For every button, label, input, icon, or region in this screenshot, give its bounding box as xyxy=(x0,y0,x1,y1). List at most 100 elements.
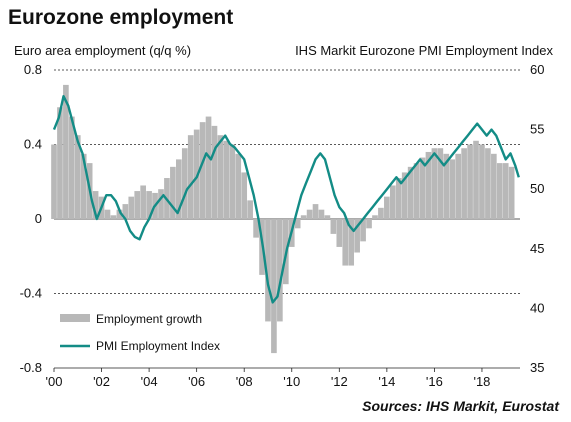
employment-bar xyxy=(449,159,456,219)
employment-bar xyxy=(330,219,337,234)
employment-bar xyxy=(372,215,378,219)
employment-bar xyxy=(312,204,319,219)
employment-bar xyxy=(443,153,450,219)
legend-line-label: PMI Employment Index xyxy=(96,339,220,353)
left-tick-label: -0.4 xyxy=(20,286,42,301)
employment-bar xyxy=(57,107,63,219)
employment-bar xyxy=(146,191,152,219)
employment-bar xyxy=(401,172,408,219)
employment-bar xyxy=(187,135,194,219)
employment-bar xyxy=(366,219,372,229)
employment-bar xyxy=(223,140,230,219)
legend-bar-label: Employment growth xyxy=(96,312,202,326)
employment-bar xyxy=(271,219,277,354)
employment-bar xyxy=(419,157,426,219)
employment-bar xyxy=(378,207,384,219)
left-tick-label: -0.8 xyxy=(20,360,42,375)
right-tick-label: 35 xyxy=(530,360,544,375)
x-tick-label: '00 xyxy=(46,374,63,389)
employment-bar xyxy=(479,144,485,219)
employment-bar xyxy=(134,191,141,219)
left-tick-label: 0 xyxy=(35,211,42,226)
x-tick-label: '06 xyxy=(188,374,205,389)
employment-bar xyxy=(277,219,283,322)
employment-bar xyxy=(413,163,420,219)
chart-title: Eurozone employment xyxy=(8,6,234,29)
x-tick-label: '02 xyxy=(93,374,110,389)
employment-bar xyxy=(217,135,224,219)
source-note: Sources: IHS Markit, Eurostat xyxy=(362,398,559,414)
legend-bar-swatch xyxy=(60,314,90,322)
right-axis-label: IHS Markit Eurozone PMI Employment Index xyxy=(295,43,553,58)
x-tick-label: '16 xyxy=(426,374,443,389)
employment-bar xyxy=(461,148,467,219)
x-tick-label: '04 xyxy=(141,374,158,389)
x-tick-label: '08 xyxy=(236,374,253,389)
employment-bar xyxy=(324,215,331,219)
employment-bar xyxy=(253,219,259,238)
employment-bar xyxy=(69,116,75,219)
employment-bar xyxy=(437,148,444,219)
employment-bar xyxy=(104,209,111,219)
employment-bar xyxy=(395,178,402,219)
employment-bar xyxy=(92,191,99,219)
employment-bar xyxy=(467,144,473,219)
employment-bar xyxy=(431,148,438,219)
right-tick-label: 55 xyxy=(530,122,544,137)
employment-bar xyxy=(502,163,509,219)
employment-bar xyxy=(140,185,146,219)
employment-bar xyxy=(306,209,313,219)
employment-bar xyxy=(265,219,271,322)
employment-bar xyxy=(384,196,390,219)
employment-bar xyxy=(300,215,307,219)
employment-bar xyxy=(247,200,253,219)
employment-bar xyxy=(175,159,182,219)
employment-bar xyxy=(80,153,87,219)
right-tick-label: 45 xyxy=(530,241,544,256)
employment-bar xyxy=(348,219,355,266)
employment-bar xyxy=(170,166,176,219)
x-tick-label: '10 xyxy=(283,374,300,389)
employment-bar xyxy=(508,166,515,219)
employment-bar xyxy=(74,135,81,219)
employment-bar xyxy=(342,219,349,266)
employment-bar xyxy=(199,122,206,219)
employment-bar xyxy=(110,215,117,219)
employment-bar xyxy=(116,209,123,219)
right-tick-label: 60 xyxy=(530,62,544,77)
right-tick-label: 40 xyxy=(530,300,544,315)
employment-bar xyxy=(425,151,432,219)
employment-bar xyxy=(294,219,301,229)
employment-bar xyxy=(205,116,212,219)
pmi-line-layer xyxy=(52,95,520,304)
pmi-employment-line xyxy=(52,95,520,304)
employment-bar xyxy=(360,219,366,242)
employment-bar xyxy=(407,166,414,219)
employment-bar xyxy=(181,148,188,219)
employment-bar xyxy=(235,153,242,219)
left-tick-label: 0.8 xyxy=(24,62,42,77)
employment-bar xyxy=(158,189,164,219)
x-tick-label: '18 xyxy=(473,374,490,389)
employment-bar xyxy=(122,204,129,219)
axes: 0.8 0.4 0 -0.4 -0.8 60 55 50 45 40 35 '00 '02 '04 '06 '… xyxy=(20,62,545,389)
employment-bar xyxy=(354,219,360,253)
employment-bar xyxy=(318,209,325,219)
employment-bar xyxy=(455,153,462,219)
employment-bar xyxy=(211,125,218,219)
employment-bar xyxy=(336,219,343,247)
employment-bar xyxy=(485,148,491,219)
employment-bar xyxy=(496,163,503,219)
employment-bar xyxy=(128,196,135,219)
employment-bar xyxy=(51,144,57,219)
employment-bar xyxy=(63,84,69,220)
employment-bar xyxy=(473,140,479,219)
employment-bar xyxy=(491,153,497,219)
legend: Employment growth PMI Employment Index xyxy=(60,312,220,353)
x-tick-label: '14 xyxy=(378,374,395,389)
right-tick-label: 50 xyxy=(530,181,544,196)
left-tick-label: 0.4 xyxy=(24,137,42,152)
employment-bar xyxy=(241,172,248,219)
employment-bar xyxy=(389,185,396,219)
